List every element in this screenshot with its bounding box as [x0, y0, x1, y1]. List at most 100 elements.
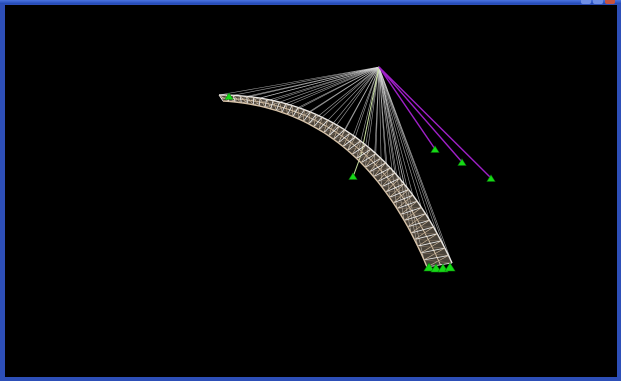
deck-cross-beam: [347, 140, 361, 151]
stay-cable: [356, 66, 380, 159]
deck-diagonal: [373, 172, 396, 177]
deck-diagonal: [347, 144, 366, 151]
deck-diagonal: [369, 167, 391, 173]
deck-diagonal: [411, 232, 438, 235]
close-button[interactable]: [605, 0, 615, 4]
stay-cable: [365, 66, 380, 168]
stay-cable: [373, 66, 380, 177]
deck-diagonal: [298, 111, 311, 120]
deck-diagonal: [360, 158, 381, 164]
deck-diagonal: [222, 94, 227, 102]
deck-start-support: [224, 92, 234, 100]
support-markers: [224, 92, 496, 273]
deck-cross-beam: [404, 213, 426, 221]
stay-cable: [378, 66, 422, 208]
deck-cross-beam: [410, 226, 434, 234]
deck-diagonal: [389, 195, 413, 198]
deck-diagonal: [381, 183, 405, 187]
deck-cross-beam: [351, 144, 366, 155]
highlighted-cables: [378, 66, 492, 179]
stay-cable: [378, 66, 414, 196]
deck-cross-beam: [258, 98, 261, 107]
deck-cross-beam: [381, 178, 400, 188]
deck-diagonal: [323, 126, 340, 133]
stay-cable: [378, 66, 438, 234]
deck-cross-beam: [373, 167, 391, 178]
deck-diagonal: [313, 119, 328, 127]
deck-cross-beam: [281, 103, 287, 113]
deck-cross-beam: [417, 240, 442, 247]
deck-diagonal: [417, 245, 445, 249]
deck-cross-beam: [239, 95, 242, 103]
stay-cable: [264, 66, 380, 108]
deck-diagonal: [218, 94, 230, 102]
deck-diagonal: [338, 136, 356, 144]
pylon-mast: [360, 66, 380, 156]
deck-cross-beam: [423, 255, 449, 261]
deck-cross-beam: [420, 247, 445, 254]
stay-cable: [355, 66, 380, 138]
deck-cross-beam: [365, 157, 381, 168]
deck-diagonal: [259, 99, 267, 107]
deck-cross-beam: [318, 119, 329, 130]
deck-end-support: [430, 263, 442, 273]
curved-deck: [218, 94, 453, 268]
deck-cross-beam: [385, 183, 405, 193]
deck-diagonal: [414, 239, 442, 242]
stay-cable: [318, 66, 380, 130]
stay-cable: [276, 66, 380, 111]
deck-diagonal: [342, 140, 361, 147]
stay-cable: [378, 66, 425, 260]
deck-cross-beam: [360, 153, 377, 164]
stay-cable: [308, 66, 380, 125]
model-viewport[interactable]: [5, 5, 617, 377]
window-bottom-border: [0, 377, 621, 381]
deck-cross-beam: [308, 114, 317, 125]
deck-diagonal: [377, 178, 400, 182]
deck-cross-beam: [218, 94, 224, 102]
deck-cross-beam: [287, 105, 293, 115]
deck-diagonal: [420, 252, 449, 256]
stay-cable: [378, 66, 418, 247]
deck-cross-beam: [369, 162, 386, 173]
deck-diagonal: [235, 95, 241, 103]
deck-cross-beam: [246, 96, 248, 104]
stay-cable: [298, 66, 380, 108]
deck-diagonal: [247, 97, 254, 104]
stay-cable: [378, 66, 390, 198]
window-controls: [581, 0, 615, 4]
deck-cross-beam: [407, 219, 430, 228]
deck-diagonal: [385, 189, 409, 193]
cable-anchor-support: [457, 158, 467, 166]
stay-cable: [260, 66, 380, 99]
stay-cable: [328, 66, 380, 137]
stay-cable: [253, 66, 380, 106]
deck-cross-beam: [356, 148, 372, 159]
deck-diagonal: [276, 103, 286, 111]
minimize-button[interactable]: [581, 0, 591, 4]
deck-diagonal: [292, 109, 305, 117]
deck-cross-beam: [313, 116, 323, 127]
deck-cross-beam: [276, 101, 280, 111]
pylon-footing-support: [348, 172, 358, 180]
deck-diagonal: [396, 207, 422, 209]
structure-model-canvas[interactable]: [5, 5, 617, 377]
deck-cross-beam: [389, 189, 409, 198]
cable-anchor-support: [486, 174, 496, 182]
deck-cross-beam: [328, 126, 340, 137]
deck-diagonal: [281, 105, 293, 113]
deck-cross-beam: [414, 233, 438, 240]
deck-diagonal: [318, 122, 334, 130]
deck-diagonal: [400, 213, 426, 215]
stay-cable: [218, 66, 380, 96]
stay-cable: [285, 66, 380, 104]
stay-cable: [347, 66, 380, 151]
deck-diagonal: [303, 114, 317, 122]
maximize-button[interactable]: [593, 0, 603, 4]
title-bar[interactable]: [0, 0, 621, 4]
deck-diagonal: [365, 162, 386, 168]
deck-cross-beam: [396, 200, 418, 209]
deck-cross-beam: [264, 99, 267, 108]
deck-cross-beam: [393, 194, 414, 204]
stay-cable: [321, 66, 380, 118]
